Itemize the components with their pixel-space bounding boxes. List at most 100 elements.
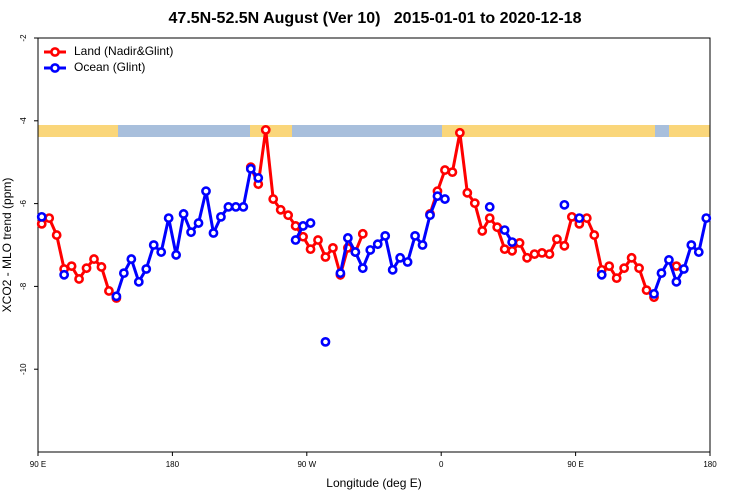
point [156,247,167,257]
point [656,268,667,279]
point [671,276,682,287]
point [701,213,712,223]
y-tick-label: -10 [19,363,28,375]
point [529,249,540,260]
point [432,191,443,202]
point [36,211,47,222]
y-tick-label: -4 [19,117,28,125]
chart-title: 47.5N-52.5N August (Ver 10) 2015-01-01 t… [169,10,582,27]
point [492,222,503,233]
series [36,163,712,347]
point [320,252,331,262]
point [141,264,152,274]
point [51,230,62,240]
point [634,263,644,274]
legend-label: Land (Nadir&Glint) [74,44,173,58]
point [454,127,465,138]
point [298,231,308,242]
point [514,238,525,248]
point [507,237,518,248]
point [559,199,570,210]
point [499,244,510,255]
point [357,228,368,239]
series-line [428,132,656,299]
point [544,249,555,260]
point [402,257,413,267]
point [566,211,577,222]
point [664,255,674,265]
point [440,194,450,204]
point [686,240,697,250]
point [208,228,219,238]
point [641,285,652,296]
plot-frame [37,37,711,453]
point [275,204,286,215]
point [342,233,353,243]
y-axis-label: XCO2 - MLO trend (ppm) [0,178,14,313]
series [36,125,682,303]
series-line [40,215,118,300]
x-tick-label: 180 [166,460,180,469]
point [66,261,77,272]
y-tick-label: -6 [19,199,28,207]
point [305,244,316,255]
point [193,218,204,228]
point [245,163,256,174]
point [589,230,600,240]
point [260,125,271,135]
point [619,263,630,274]
point [357,263,368,274]
point [425,210,435,221]
ocean-strip [655,125,669,137]
x-tick-label: 90 W [297,460,316,469]
x-axis-label: Longitude (deg E) [326,476,421,490]
point [268,194,279,204]
point [417,240,428,250]
point [148,240,159,250]
point [104,286,114,296]
x-tick-label: 90 E [30,460,46,469]
point [230,202,241,212]
point [626,252,637,263]
point [118,268,129,279]
point [678,264,689,274]
point [305,218,316,228]
point [447,167,458,178]
point [522,252,532,263]
point [44,213,55,223]
point [440,165,450,175]
point [469,198,480,209]
point [89,254,99,264]
legend-marker [50,63,60,73]
point [462,187,473,198]
land-ocean-strip [38,125,710,137]
point [133,276,144,287]
legend-marker [50,47,60,57]
point [484,202,495,212]
point [74,274,84,284]
x-tick-label: 90 E [567,460,583,469]
point [611,273,622,284]
point [320,336,331,347]
point [559,240,570,251]
legend-label: Ocean (Glint) [74,60,145,74]
point [350,247,361,257]
point [290,235,301,245]
point [649,288,659,299]
point [59,269,70,280]
point [604,261,615,272]
point [186,227,196,238]
point [671,261,682,272]
point [477,226,488,236]
point [380,230,391,241]
point [372,239,383,250]
point [81,263,92,274]
point [253,173,264,183]
point [96,262,107,272]
point [395,252,406,263]
point [574,213,585,223]
point [596,269,607,280]
ocean-strip [118,125,250,137]
point [178,209,189,219]
ocean-strip [292,125,442,137]
